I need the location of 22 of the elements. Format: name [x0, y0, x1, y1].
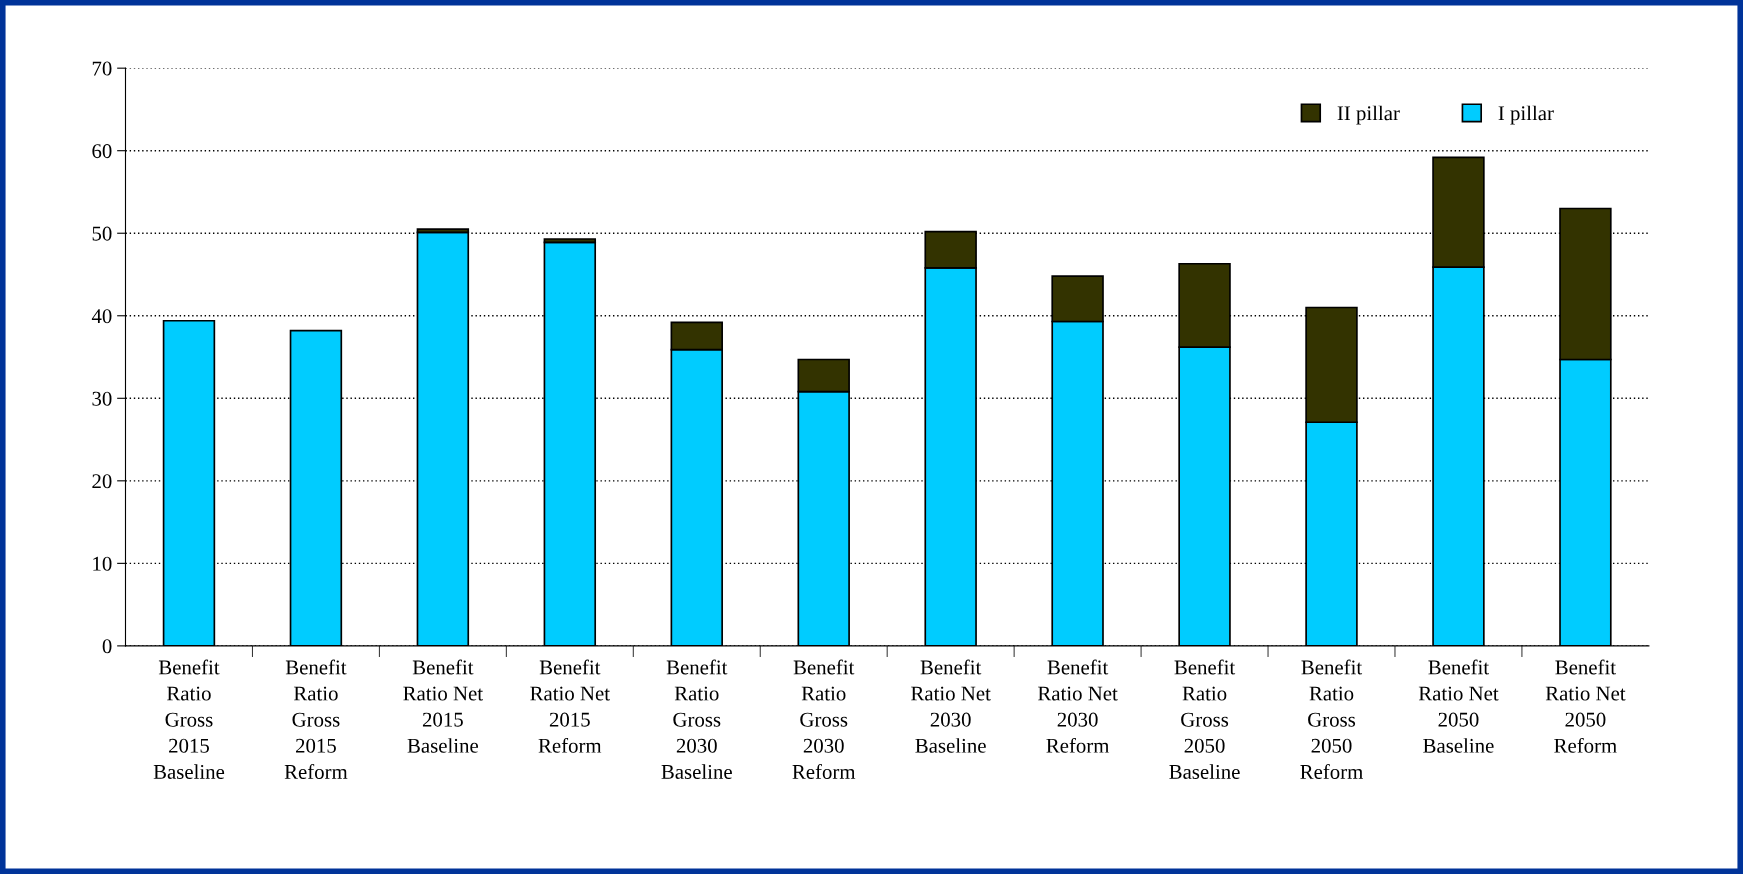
x-tick-label: Benefit Ratio Gross 2050 Baseline — [1169, 659, 1240, 779]
x-tick-label: Benefit Ratio Net 2030 Reform — [1038, 659, 1118, 753]
legend-label: II pillar — [1337, 105, 1400, 125]
x-tick-label: Benefit Ratio Net 2050 Reform — [1545, 659, 1626, 753]
legend-label: I pillar — [1498, 105, 1554, 125]
y-tick-label: 20 — [92, 474, 112, 489]
x-tick-label: Benefit Ratio Net 2030 Baseline — [911, 659, 991, 753]
x-tick-label: Benefit Ratio Net 2015 Reform — [530, 659, 610, 753]
x-tick-label: Benefit Ratio Gross 2015 Baseline — [153, 659, 225, 779]
x-tick-label: Benefit Ratio Net 2050 Baseline — [1418, 659, 1499, 753]
x-tick-label: Benefit Ratio Net 2015 Baseline — [403, 659, 483, 753]
x-tick-label: Benefit Ratio Gross 2030 Reform — [792, 659, 856, 779]
y-tick-label: 50 — [92, 226, 112, 241]
y-tick-label: 10 — [93, 556, 112, 571]
x-tick-label: Benefit Ratio Gross 2050 Reform — [1300, 659, 1363, 779]
x-tick-label: Benefit Ratio Gross 2015 Reform — [284, 659, 348, 779]
y-tick-label: 60 — [92, 144, 112, 159]
y-tick-label: 40 — [91, 309, 112, 324]
y-tick-label: 0 — [102, 639, 112, 654]
x-tick-label: Benefit Ratio Gross 2030 Baseline — [661, 659, 732, 779]
y-tick-label: 70 — [92, 61, 112, 76]
y-tick-label: 30 — [92, 391, 112, 406]
